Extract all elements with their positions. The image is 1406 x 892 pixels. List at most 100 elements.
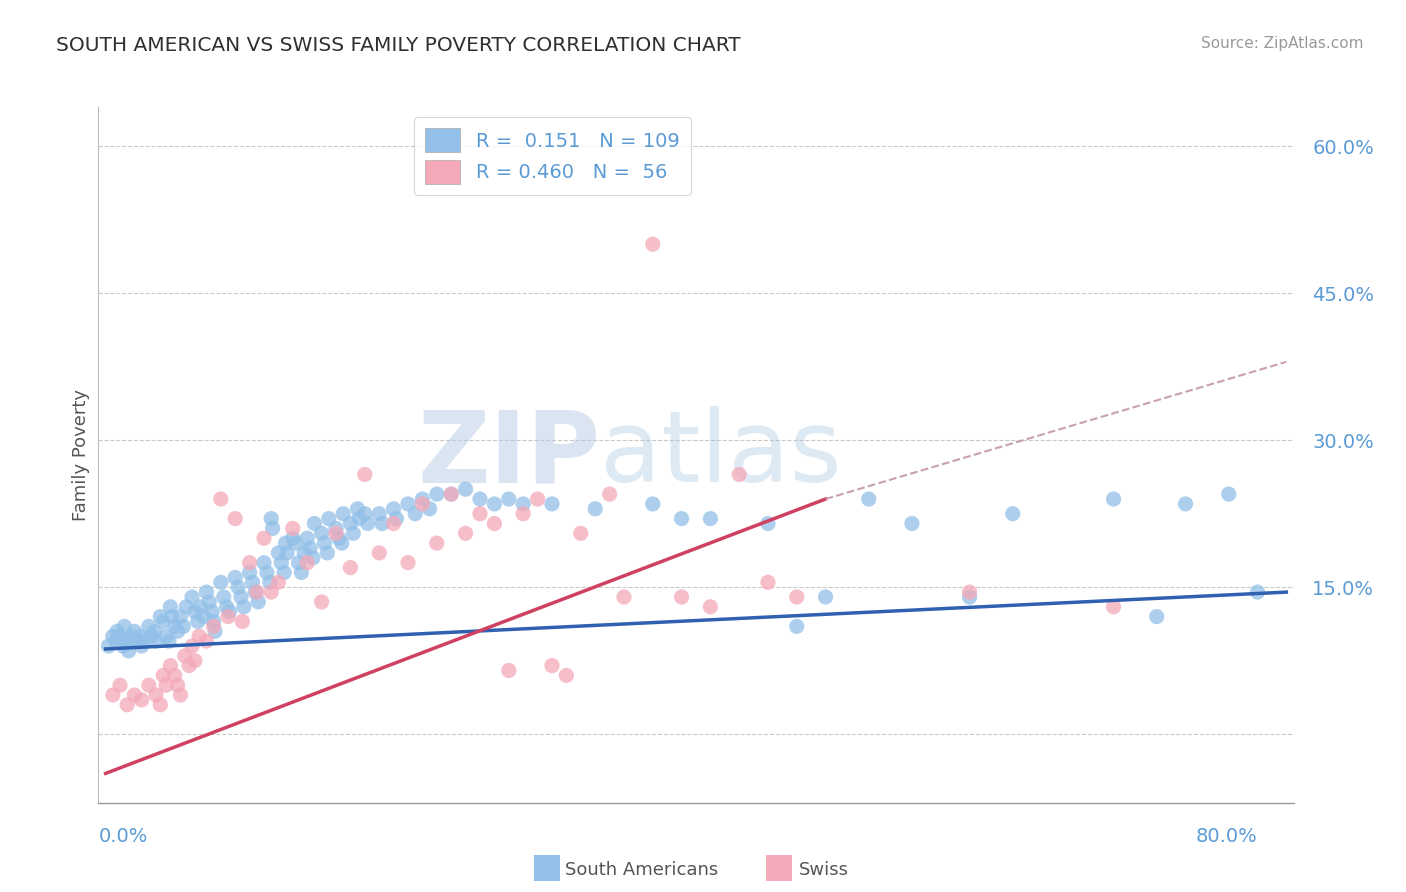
Point	[671, 511, 693, 525]
Point	[97, 639, 120, 653]
Point	[256, 566, 278, 580]
Point	[299, 541, 322, 555]
Point	[484, 516, 506, 531]
Point	[382, 516, 405, 531]
Point	[231, 615, 253, 629]
Point	[169, 688, 191, 702]
Legend: R =  0.151   N = 109, R = 0.460   N =  56: R = 0.151 N = 109, R = 0.460 N = 56	[413, 117, 692, 195]
Point	[468, 507, 491, 521]
Point	[163, 619, 186, 633]
Point	[212, 590, 235, 604]
Text: 80.0%: 80.0%	[1195, 827, 1257, 847]
Point	[229, 590, 252, 604]
Point	[290, 566, 312, 580]
Point	[385, 511, 408, 525]
Point	[138, 678, 160, 692]
Point	[599, 487, 621, 501]
Point	[209, 491, 232, 506]
Point	[274, 536, 297, 550]
Point	[304, 516, 326, 531]
Point	[814, 590, 837, 604]
Point	[145, 688, 167, 702]
Point	[245, 585, 267, 599]
Point	[131, 693, 153, 707]
Point	[426, 487, 449, 501]
Point	[396, 556, 419, 570]
Text: South Americans: South Americans	[565, 861, 718, 879]
Point	[157, 634, 180, 648]
Point	[1246, 585, 1268, 599]
Point	[382, 501, 405, 516]
Point	[118, 644, 141, 658]
Point	[188, 629, 211, 643]
Point	[172, 619, 194, 633]
Point	[316, 546, 339, 560]
Point	[159, 599, 181, 614]
Point	[613, 590, 636, 604]
Point	[295, 556, 318, 570]
Point	[419, 501, 441, 516]
Point	[217, 609, 239, 624]
Point	[353, 507, 375, 521]
Point	[347, 511, 370, 525]
Point	[901, 516, 924, 531]
Point	[339, 560, 361, 574]
Point	[152, 615, 174, 629]
Point	[195, 634, 218, 648]
Point	[143, 624, 166, 639]
Point	[166, 678, 188, 692]
Point	[276, 546, 298, 560]
Point	[1146, 609, 1168, 624]
Point	[526, 491, 548, 506]
Point	[498, 664, 520, 678]
Point	[281, 531, 304, 545]
Point	[454, 482, 477, 496]
Point	[273, 566, 295, 580]
Point	[756, 516, 779, 531]
Point	[318, 511, 340, 525]
Point	[193, 609, 215, 624]
Point	[195, 585, 218, 599]
Point	[138, 619, 160, 633]
Point	[145, 634, 167, 648]
Point	[311, 526, 333, 541]
Point	[104, 634, 127, 648]
Point	[105, 624, 128, 639]
Point	[541, 658, 564, 673]
Point	[959, 590, 981, 604]
Text: ZIP: ZIP	[418, 407, 600, 503]
Point	[152, 668, 174, 682]
Point	[202, 615, 225, 629]
Point	[218, 605, 240, 619]
Text: 0.0%: 0.0%	[98, 827, 148, 847]
Point	[330, 536, 353, 550]
Text: atlas: atlas	[600, 407, 842, 503]
Point	[239, 566, 262, 580]
Point	[226, 580, 249, 594]
Point	[149, 698, 172, 712]
Point	[295, 531, 318, 545]
Point	[728, 467, 751, 482]
Point	[108, 678, 131, 692]
Point	[260, 585, 283, 599]
Point	[247, 595, 270, 609]
Point	[440, 487, 463, 501]
Point	[786, 619, 808, 633]
Point	[1174, 497, 1197, 511]
Point	[284, 536, 307, 550]
Point	[342, 526, 364, 541]
Point	[262, 521, 284, 535]
Point	[201, 605, 224, 619]
Point	[353, 467, 375, 482]
Point	[132, 634, 155, 648]
Point	[181, 590, 204, 604]
Point	[346, 501, 368, 516]
Point	[339, 516, 361, 531]
Point	[190, 599, 212, 614]
Point	[569, 526, 592, 541]
Point	[641, 497, 664, 511]
Point	[368, 546, 391, 560]
Point	[858, 491, 880, 506]
Point	[786, 590, 808, 604]
Point	[311, 595, 333, 609]
